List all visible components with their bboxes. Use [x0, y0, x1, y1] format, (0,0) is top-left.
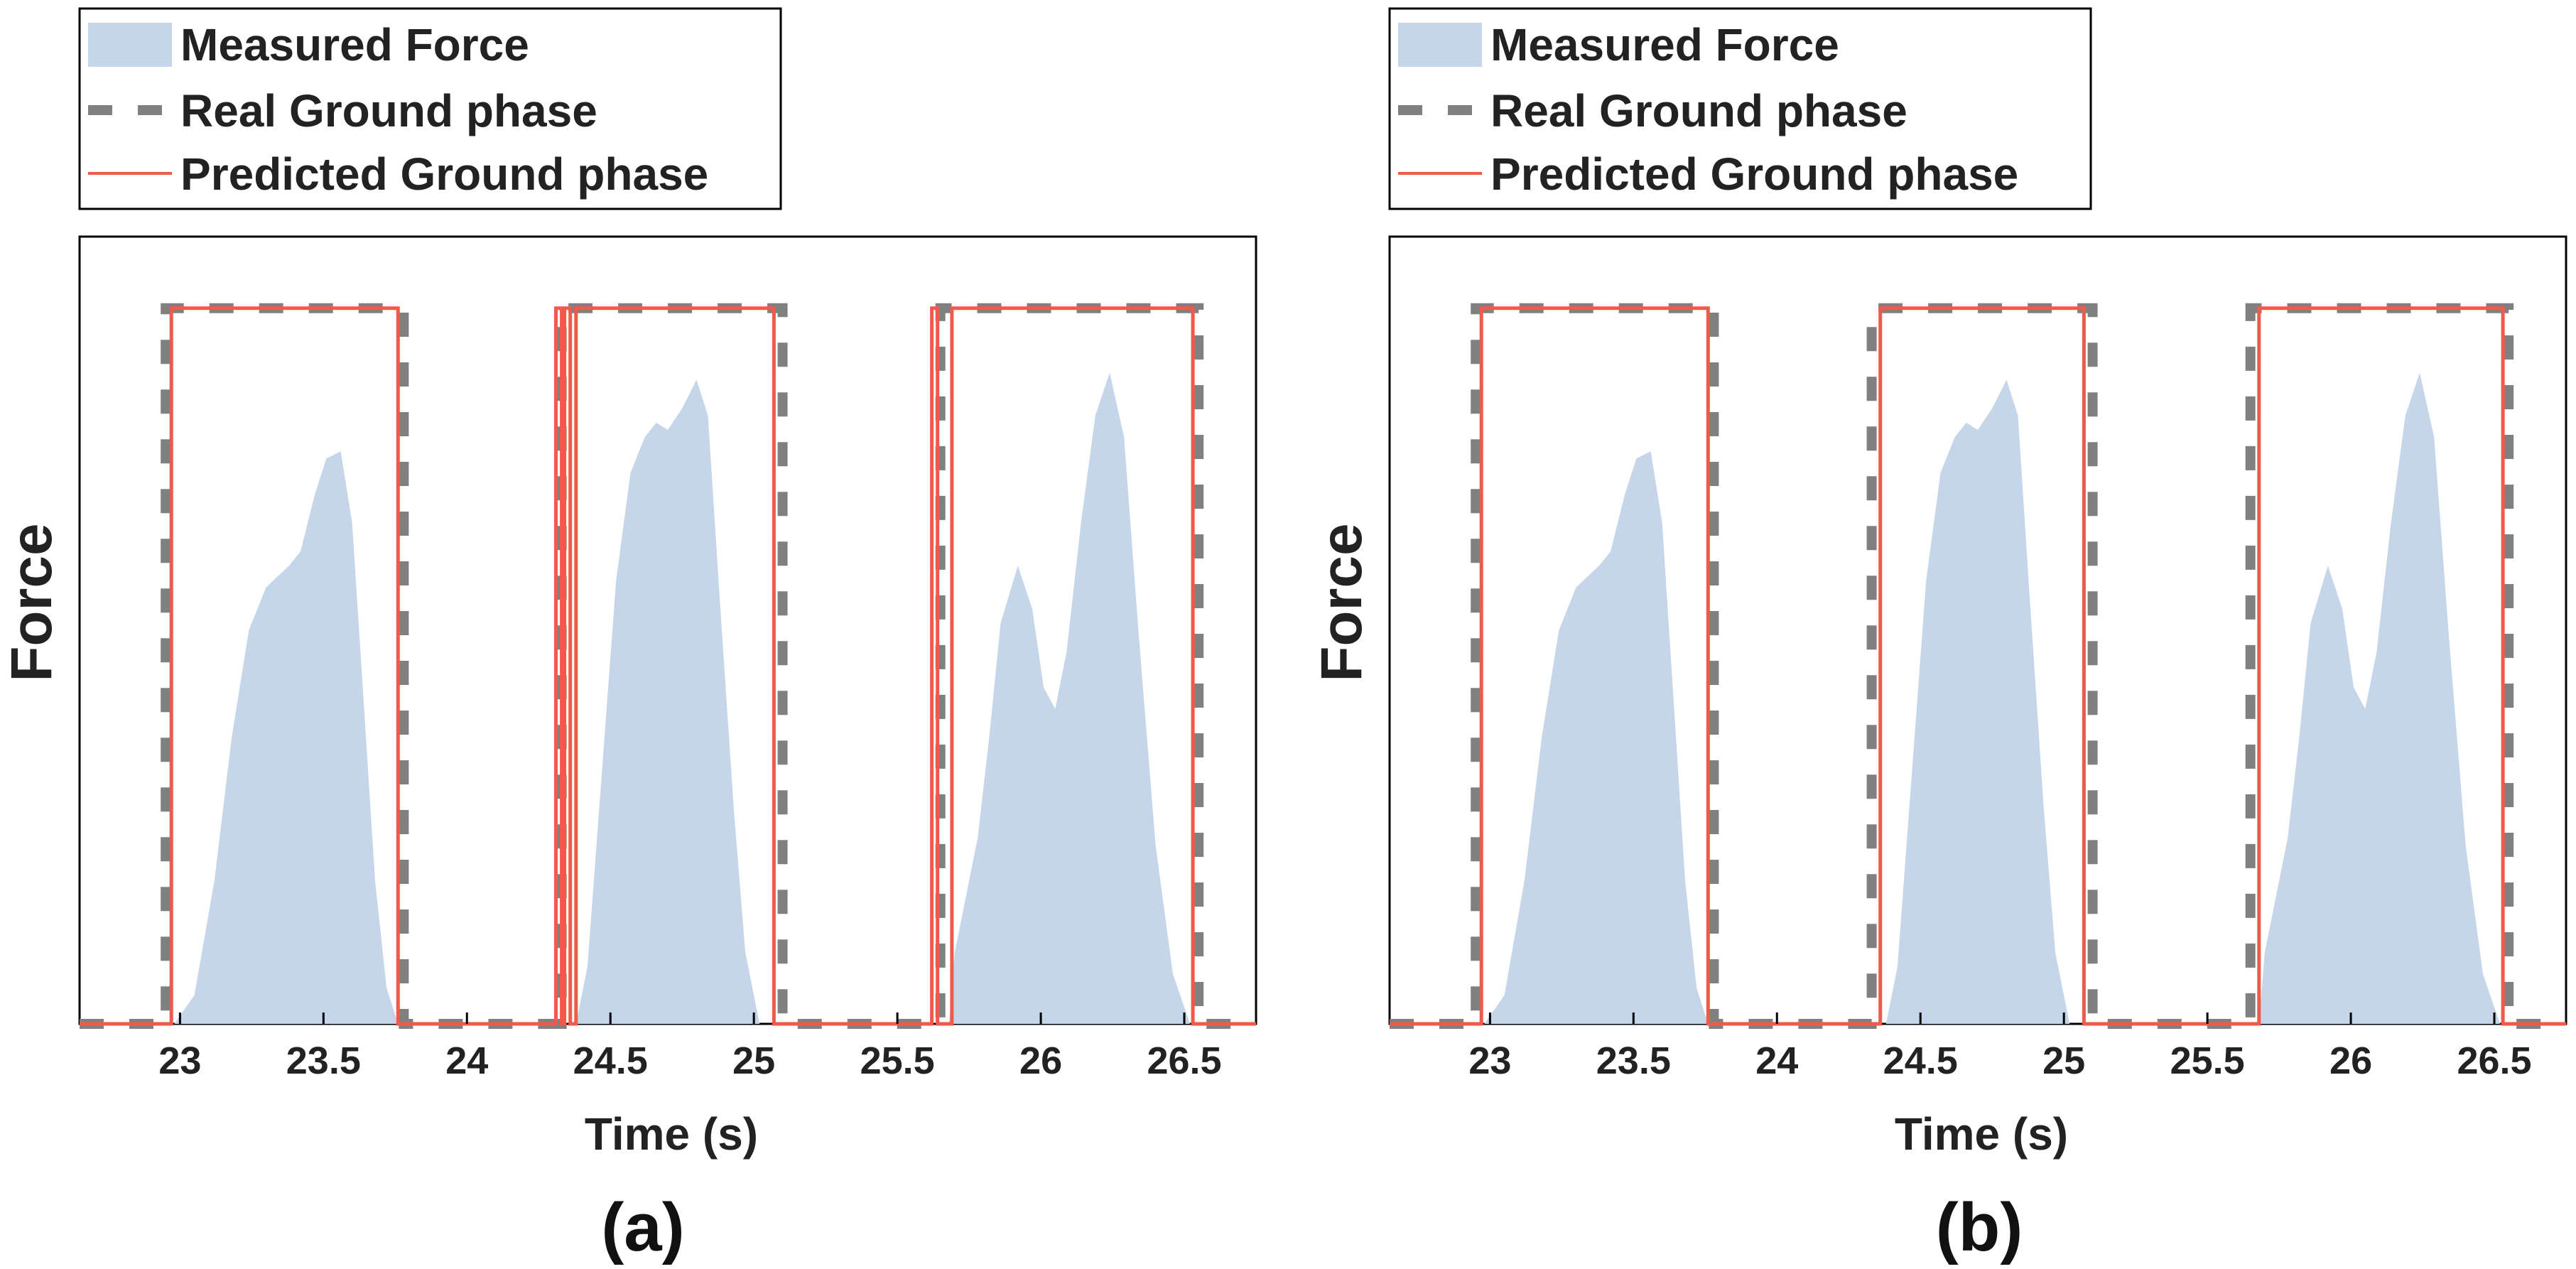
series-layer-a — [80, 303, 1256, 1029]
legend-a: Measured Force Real Ground phase Predict… — [78, 7, 782, 210]
legend-swatch-measured-force — [1398, 23, 1482, 67]
panel-a: Measured Force Real Ground phase Predict… — [0, 7, 1257, 1265]
legend-label-measured-force: Measured Force — [1490, 19, 1839, 70]
measured-force-area-2 — [1885, 379, 2070, 1024]
legend-label-real-ground-phase: Real Ground phase — [180, 85, 597, 136]
legend-label-predicted-ground-phase: Predicted Ground phase — [1490, 148, 2018, 200]
measured-force-area-3 — [2258, 372, 2501, 1024]
measured-force-area-1 — [174, 451, 399, 1024]
predicted-ground-phase-line — [1390, 306, 2566, 1026]
legend-label-predicted-ground-phase: Predicted Ground phase — [180, 148, 708, 200]
x-axis-label-a: Time (s) — [585, 1108, 758, 1160]
y-axis-label-b: Force — [1309, 523, 1374, 681]
predicted-ground-phase-line — [80, 306, 1256, 1026]
legend-label-real-ground-phase: Real Ground phase — [1490, 85, 1907, 136]
legend-label-measured-force: Measured Force — [180, 19, 529, 70]
x-tick-label: 25 — [732, 1040, 775, 1082]
legend-box — [78, 7, 782, 210]
x-tick-label: 25.5 — [860, 1040, 935, 1082]
x-tick-label: 23.5 — [286, 1040, 361, 1082]
x-tick-label: 23.5 — [1596, 1040, 1671, 1082]
legend-box — [1388, 7, 2092, 210]
x-tick-label: 23 — [158, 1040, 201, 1082]
measured-force-area-3 — [948, 372, 1191, 1024]
series-layer-b — [1390, 303, 2566, 1029]
x-tick-label: 26.5 — [1147, 1040, 1221, 1082]
x-tick-label: 25.5 — [2170, 1040, 2245, 1082]
x-tick-label: 24 — [445, 1040, 488, 1082]
panel-b: Measured Force Real Ground phase Predict… — [1309, 7, 2567, 1265]
x-tick-label: 24.5 — [1883, 1040, 1958, 1082]
x-tick-label: 25 — [2042, 1040, 2085, 1082]
x-tick-label: 26 — [1019, 1040, 1062, 1082]
tick-layer-a: 23 23.5 24 24.5 25 25.5 26 26.5 — [158, 1012, 1222, 1082]
y-axis-label-a: Force — [0, 523, 64, 681]
x-tick-label: 23 — [1468, 1040, 1511, 1082]
measured-force-area-1 — [1484, 451, 1709, 1024]
panel-label-b: (b) — [1936, 1189, 2023, 1265]
x-axis-label-b: Time (s) — [1895, 1108, 2068, 1160]
tick-layer-b: 23 23.5 24 24.5 25 25.5 26 26.5 — [1468, 1012, 2532, 1082]
x-tick-label: 26.5 — [2457, 1040, 2531, 1082]
x-tick-label: 24 — [1755, 1040, 1798, 1082]
measured-force-area-2 — [575, 379, 760, 1024]
x-tick-label: 24.5 — [573, 1040, 648, 1082]
legend-swatch-measured-force — [88, 23, 172, 67]
x-tick-label: 26 — [2329, 1040, 2372, 1082]
legend-b: Measured Force Real Ground phase Predict… — [1388, 7, 2092, 210]
panel-label-a: (a) — [601, 1189, 684, 1265]
